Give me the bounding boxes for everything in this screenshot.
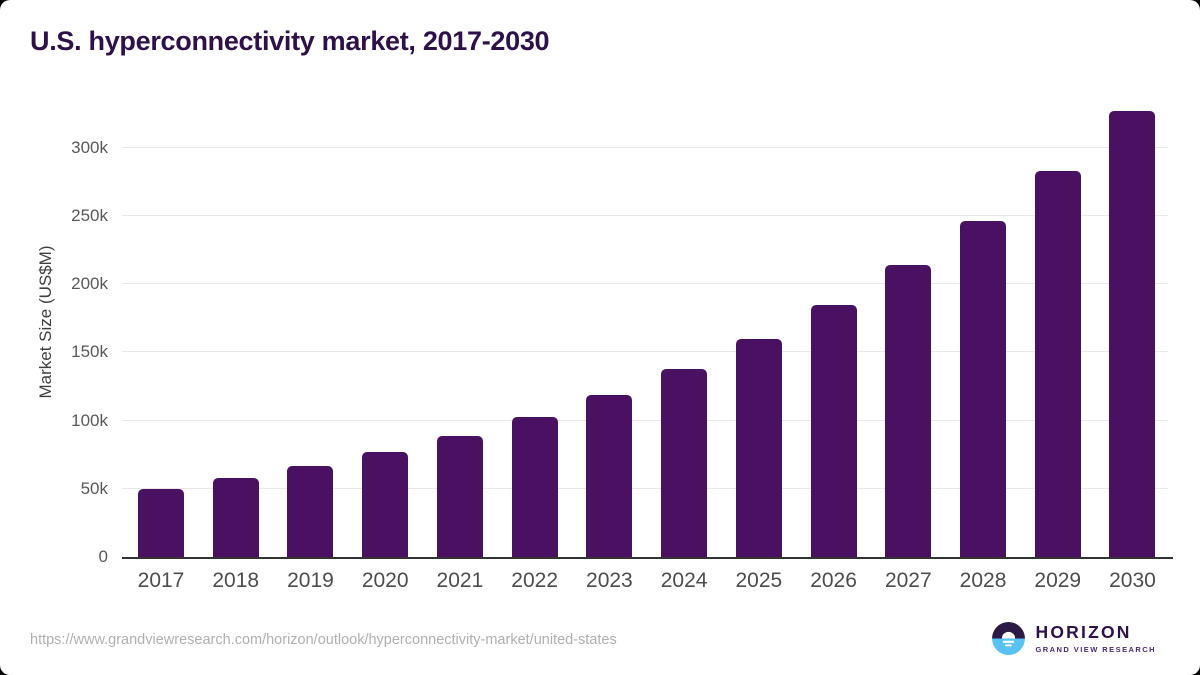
logo-text: HORIZON GRAND VIEW RESEARCH [1035, 622, 1156, 654]
bar-2027[interactable] [885, 264, 932, 557]
x-tick-label-2023: 2023 [586, 569, 633, 592]
x-tick-label-2022: 2022 [511, 569, 558, 592]
x-tick-label-2026: 2026 [810, 569, 857, 592]
x-axis-line [122, 557, 1173, 559]
plot-area: 2017 2018 2019 2020 2021 2022 2023 2024 2025 2026… [122, 100, 1173, 592]
bar-2020[interactable] [362, 451, 409, 557]
horizon-sun-icon [991, 622, 1025, 655]
y-tick-label-0: 0 [98, 547, 108, 566]
x-tick-label-2025: 2025 [735, 569, 783, 592]
y-tick-label-200k: 200k [71, 274, 108, 294]
chart-title: U.S. hyperconnectivity market, 2017-2030 [30, 26, 550, 56]
y-tick-label-300k: 300k [71, 137, 108, 157]
gridline-50k [122, 487, 1168, 489]
bar-2017[interactable] [138, 488, 184, 557]
bar-2021[interactable] [436, 435, 483, 557]
x-tick-label-2024: 2024 [660, 569, 708, 592]
bar-2030[interactable] [1109, 111, 1156, 557]
gridline-250k [122, 215, 1168, 216]
bar-2025[interactable] [735, 339, 782, 557]
gridline-300k [122, 146, 1168, 148]
x-tick-label-2030: 2030 [1109, 569, 1156, 592]
logo-subtitle: GRAND VIEW RESEARCH [1035, 644, 1156, 654]
x-tick-label-2021: 2021 [436, 569, 484, 592]
source-url: https://www.grandviewresearch.com/horizo… [30, 632, 617, 648]
bar-2024[interactable] [661, 368, 708, 557]
bar-2018[interactable] [212, 478, 259, 557]
y-tick-label-100k: 100k [71, 410, 108, 430]
gridline-100k [122, 419, 1168, 421]
gridline-200k [122, 283, 1168, 285]
bar-2023[interactable] [586, 395, 633, 557]
x-tick-label-2029: 2029 [1034, 569, 1082, 592]
x-tick-label-2017: 2017 [137, 569, 185, 592]
gridline-150k [122, 351, 1168, 353]
horizon-logo[interactable]: HORIZON GRAND VIEW RESEARCH [990, 620, 1156, 657]
y-tick-label-250k: 250k [71, 206, 108, 225]
x-tick-label-2020: 2020 [361, 569, 409, 592]
bar-2019[interactable] [287, 466, 334, 557]
bar-2029[interactable] [1034, 170, 1081, 557]
bar-2026[interactable] [810, 305, 857, 557]
bar-2028[interactable] [960, 221, 1007, 557]
logo-title: HORIZON [1035, 622, 1132, 642]
x-tick-label-2027: 2027 [884, 569, 932, 592]
bar-2022[interactable] [511, 416, 558, 557]
y-tick-label-150k: 150k [71, 342, 108, 362]
x-tick-label-2019: 2019 [287, 569, 334, 592]
x-tick-label-2018: 2018 [212, 569, 260, 592]
y-tick-label-50k: 50k [80, 478, 108, 498]
x-tick-label-2028: 2028 [959, 569, 1007, 592]
y-axis-tick-labels: 0 50k 100k 150k 200k 250k 300k [0, 100, 108, 566]
